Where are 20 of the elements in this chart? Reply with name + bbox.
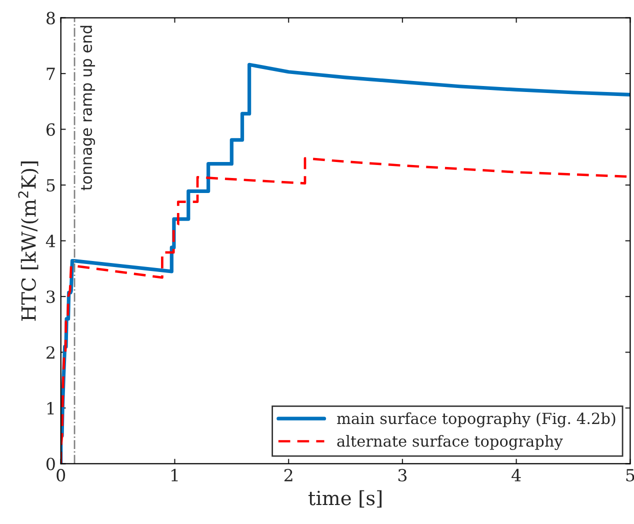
- x-tick-label: 2: [284, 468, 292, 482]
- x-tick-label: 1: [171, 468, 178, 482]
- legend-label: alternate surface topography: [337, 434, 563, 450]
- x-tick-label: 0: [56, 468, 66, 482]
- x-tick-label: 3: [398, 468, 407, 482]
- y-tick-label: 7: [46, 68, 55, 80]
- y-axis-title: HTC [kW/(m$^{2}$K)]: [18, 162, 39, 321]
- x-tick-label: 4: [512, 468, 521, 482]
- x-axis-title: time [s]: [308, 490, 382, 508]
- y-tick-label: 0: [46, 458, 55, 470]
- y-tick-label: 6: [46, 123, 55, 136]
- y-tick-label: 4: [46, 234, 56, 248]
- y-tick-label: 2: [46, 346, 54, 359]
- ref-line-label: tonnage ramp up end: [80, 26, 96, 190]
- x-tick-label: 5: [626, 469, 634, 482]
- y-tick-label: 5: [46, 179, 55, 192]
- y-tick-label: 1: [47, 402, 54, 414]
- y-tick-label: 3: [46, 290, 55, 304]
- legend-label: main surface topography (Fig. 4.2b): [337, 412, 616, 428]
- y-tick-label: 8: [46, 12, 55, 24]
